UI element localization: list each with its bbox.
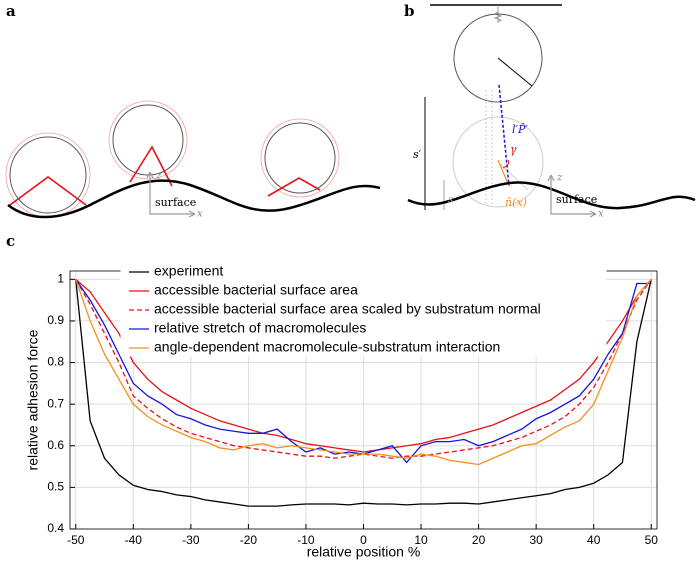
axis-x: x [197, 209, 203, 220]
panel-label: c [6, 232, 15, 250]
legend-box [120, 262, 607, 357]
x-tick-label: -50 [67, 533, 85, 547]
x-tick-label: 30 [529, 533, 543, 547]
panel-b-diagram [407, 4, 696, 218]
y-tick-label: 1 [57, 271, 64, 285]
legend-label: experiment [154, 263, 223, 279]
surface-label: surface [556, 193, 597, 206]
series-line [75, 278, 652, 453]
panel-a-diagram [5, 100, 381, 219]
s-label: s [448, 195, 453, 206]
x-axis-label: relative position % [307, 544, 421, 560]
axis-z: z [556, 173, 563, 184]
y-axis-label: relative adhesion force [25, 329, 41, 470]
y-tick-label: 0.4 [47, 521, 64, 535]
y-tick-label: 0.6 [47, 438, 64, 452]
series-line [75, 278, 652, 466]
y-tick-label: 0.8 [47, 355, 64, 369]
x-tick-label: 20 [472, 533, 486, 547]
x-tick-label: -40 [125, 533, 143, 547]
series-line [75, 279, 652, 507]
x-tick-label: 50 [645, 533, 659, 547]
chart: 0.4 0.5 0.6 0.7 0.8 0.9 1 -50 -40 -30 -20 -10 0 10 20 3… [25, 262, 659, 560]
panel-label: a [6, 2, 16, 20]
y-tick-label: 0.7 [47, 396, 64, 410]
legend-label: accessible bacterial surface area scaled… [154, 301, 541, 317]
gamma-label: γ [510, 143, 517, 156]
s-prime-label: s′ [413, 148, 422, 161]
surface-label: surface [155, 196, 196, 209]
legend-label: angle-dependent macromolecule-substratum… [154, 339, 500, 355]
x-tick-label: -30 [182, 533, 200, 547]
lp-label: l′P̂′ [512, 123, 528, 136]
panel-label: b [404, 2, 415, 20]
x-tick-label: 0 [360, 533, 367, 547]
legend-label: relative stretch of macromolecules [154, 320, 366, 336]
x-tick-label: -10 [297, 533, 315, 547]
axis-x: x [598, 209, 604, 220]
x-tick-label: 10 [414, 533, 428, 547]
x-tick-label: -20 [240, 533, 258, 547]
y-tick-label: 0.5 [47, 480, 64, 494]
y-tick-label: 0.9 [47, 313, 64, 327]
legend-label: accessible bacterial surface area [154, 282, 358, 298]
axis-z: z [155, 171, 162, 182]
normal-label: n̂(x) [505, 196, 527, 209]
x-tick-label: 40 [587, 533, 601, 547]
series-line [75, 278, 652, 459]
